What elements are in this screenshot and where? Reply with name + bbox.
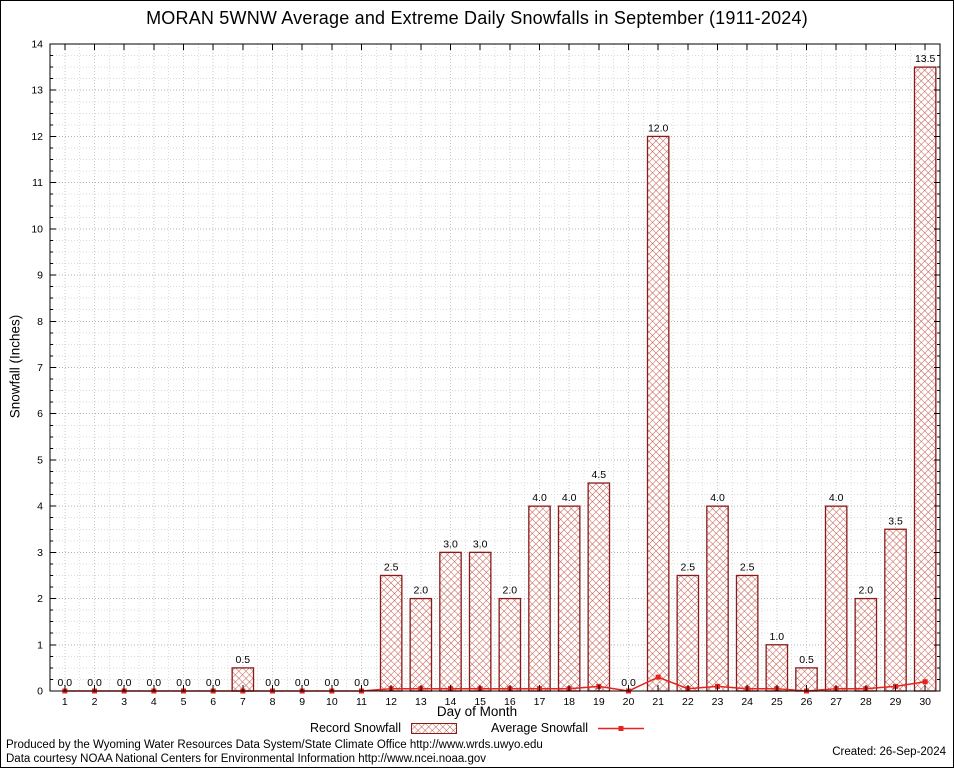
svg-text:11: 11 [356,696,367,708]
svg-text:17: 17 [534,696,546,708]
svg-text:4.5: 4.5 [592,469,607,481]
svg-text:3.0: 3.0 [473,538,488,550]
svg-text:2.0: 2.0 [503,585,518,597]
svg-text:26: 26 [801,696,813,708]
svg-text:3: 3 [121,696,127,708]
svg-text:12: 12 [31,131,43,143]
svg-text:24: 24 [741,696,753,708]
legend: Record Snowfall Average Snowfall [1,721,953,735]
svg-text:5: 5 [181,696,187,708]
svg-text:1: 1 [62,696,68,708]
svg-text:12: 12 [385,696,397,708]
svg-text:0.5: 0.5 [799,654,814,666]
svg-text:0.0: 0.0 [325,677,340,689]
svg-text:7: 7 [37,362,43,374]
svg-text:0.5: 0.5 [236,654,251,666]
svg-text:0.0: 0.0 [87,677,102,689]
legend-average-label: Average Snowfall [490,721,589,735]
svg-text:19: 19 [593,696,605,708]
svg-text:16: 16 [504,696,516,708]
svg-text:6: 6 [210,696,216,708]
svg-text:30: 30 [919,696,931,708]
svg-text:13: 13 [31,85,43,97]
svg-text:8: 8 [37,316,43,328]
legend-record-label: Record Snowfall [309,721,401,735]
svg-text:15: 15 [474,696,486,708]
svg-text:2.5: 2.5 [384,561,399,573]
average-snowfall-marker [598,725,645,731]
footer-data-courtesy: Data courtesy NOAA National Centers for … [6,753,487,765]
record-snowfall-swatch [410,722,457,734]
svg-text:0: 0 [37,686,43,698]
svg-text:4.0: 4.0 [710,492,725,504]
svg-text:3.5: 3.5 [888,515,903,527]
svg-text:4.0: 4.0 [562,492,577,504]
svg-text:11: 11 [32,177,43,189]
svg-text:14: 14 [445,696,457,708]
svg-text:0.0: 0.0 [206,677,221,689]
svg-text:0.0: 0.0 [117,677,132,689]
chart-title: MORAN 5WNW Average and Extreme Daily Sno… [146,8,808,28]
svg-text:7: 7 [240,696,246,708]
svg-text:2.5: 2.5 [681,561,696,573]
svg-text:2.0: 2.0 [859,585,874,597]
svg-text:4.0: 4.0 [532,492,547,504]
svg-text:28: 28 [860,696,872,708]
svg-text:1.0: 1.0 [770,631,785,643]
svg-text:13: 13 [415,696,427,708]
svg-text:2: 2 [37,593,43,605]
svg-text:23: 23 [712,696,724,708]
svg-text:0.0: 0.0 [265,677,280,689]
svg-text:4.0: 4.0 [829,492,844,504]
svg-text:2: 2 [92,696,98,708]
svg-text:3: 3 [37,547,43,559]
svg-text:4: 4 [151,696,157,708]
svg-text:22: 22 [682,696,694,708]
svg-text:2.5: 2.5 [740,561,755,573]
svg-text:21: 21 [652,696,664,708]
svg-text:25: 25 [771,696,783,708]
svg-text:1: 1 [37,639,43,651]
svg-text:10: 10 [31,223,43,235]
svg-text:14: 14 [31,39,43,51]
created-date: Created: 26-Sep-2024 [832,746,946,758]
svg-text:9: 9 [37,270,43,282]
svg-text:13.5: 13.5 [915,53,936,65]
x-axis-label: Day of Month [436,704,518,719]
svg-text:29: 29 [890,696,902,708]
svg-text:3.0: 3.0 [443,538,458,550]
svg-text:4: 4 [37,501,43,513]
svg-text:0.0: 0.0 [176,677,191,689]
svg-text:0.0: 0.0 [58,677,73,689]
svg-text:20: 20 [623,696,635,708]
svg-text:10: 10 [326,696,338,708]
svg-text:12.0: 12.0 [648,122,669,134]
svg-text:0.0: 0.0 [147,677,162,689]
svg-text:8: 8 [270,696,276,708]
svg-text:18: 18 [563,696,575,708]
svg-text:2.0: 2.0 [414,585,429,597]
footer-produced-by: Produced by the Wyoming Water Resources … [6,739,543,751]
svg-text:0.0: 0.0 [295,677,310,689]
svg-text:9: 9 [299,696,305,708]
svg-text:27: 27 [830,696,842,708]
svg-text:0.0: 0.0 [621,677,636,689]
svg-text:5: 5 [37,454,43,466]
svg-text:0.0: 0.0 [354,677,369,689]
svg-text:6: 6 [37,408,43,420]
chart-canvas: 0.0 0.0 0.0 0.0 0.0 0.0 0.5 0.0 0.0 0.0 0.0 2.5 2.0 3… [31,39,941,708]
